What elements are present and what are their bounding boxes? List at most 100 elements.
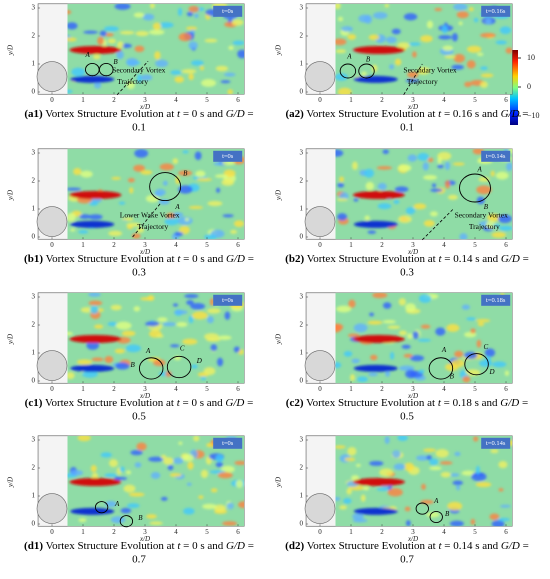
blob <box>129 187 134 194</box>
blob <box>418 369 425 374</box>
trajectory-label: Trajectory <box>469 222 500 231</box>
blob <box>115 362 130 370</box>
blob <box>499 26 512 35</box>
blob <box>429 458 439 466</box>
blob <box>426 455 432 460</box>
blob <box>67 22 78 30</box>
blob <box>369 312 375 317</box>
caption-part: = <box>248 540 254 552</box>
blob <box>88 292 101 297</box>
blob <box>210 488 218 493</box>
blob <box>407 154 418 162</box>
blob <box>140 297 154 301</box>
vorticity-field <box>335 3 513 95</box>
x-tick-label: 6 <box>236 528 240 536</box>
blob <box>392 450 401 459</box>
blob <box>401 344 411 349</box>
blob <box>495 40 508 45</box>
blob <box>80 307 94 313</box>
blob <box>335 496 341 501</box>
blob <box>116 50 124 60</box>
blob <box>403 462 415 472</box>
blob <box>497 517 511 522</box>
blob <box>464 81 472 88</box>
blob <box>88 214 103 220</box>
blob <box>114 476 128 481</box>
blob <box>164 217 180 226</box>
blob <box>431 183 437 188</box>
x-tick-label: 0 <box>318 241 322 249</box>
blob <box>368 34 380 41</box>
blob <box>476 196 485 205</box>
blob <box>202 503 217 510</box>
blob <box>223 72 236 77</box>
blob <box>423 175 438 180</box>
caption-part: G/D <box>226 253 245 265</box>
y-tick-label: 3 <box>32 4 36 12</box>
y-tick-label: 0 <box>300 377 304 385</box>
blob <box>136 227 145 233</box>
y-tick-label: 1 <box>32 60 36 68</box>
shear-blue <box>353 75 398 83</box>
vortex-circle <box>429 510 443 524</box>
caption-value: 0.5 <box>400 411 414 423</box>
blob <box>217 335 232 340</box>
x-axis-label: x/D <box>407 103 418 111</box>
vortex-letter: A <box>477 165 483 173</box>
x-tick-label: 6 <box>504 96 508 104</box>
blob <box>350 374 355 382</box>
time-label: t=0.14s <box>486 153 506 160</box>
y-tick-label: 1 <box>32 205 36 213</box>
blob <box>506 162 513 172</box>
y-tick-label: 3 <box>300 4 304 12</box>
colorbar-label: −10 <box>527 111 540 120</box>
shear-blue <box>70 364 115 372</box>
x-axis-label: x/D <box>139 392 150 400</box>
blob <box>444 161 450 171</box>
y-tick-label: 3 <box>32 149 36 157</box>
blob <box>337 87 352 95</box>
colorbar-label: 0 <box>527 82 531 91</box>
x-tick-label: 2 <box>380 385 384 393</box>
caption: (a2) Vortex Structure Evolution at t = 0… <box>285 108 528 120</box>
blob <box>453 53 465 63</box>
vortex-circle <box>94 501 109 514</box>
blob <box>169 472 182 477</box>
x-tick-label: 5 <box>473 241 477 249</box>
blob <box>420 35 433 43</box>
y-tick-label: 0 <box>32 88 36 96</box>
blob <box>217 472 233 479</box>
blob <box>114 3 131 10</box>
blob <box>384 3 390 8</box>
blob <box>108 230 123 237</box>
blob <box>412 331 419 339</box>
blob <box>480 66 488 71</box>
blob <box>67 212 76 222</box>
blob <box>491 520 505 527</box>
blob <box>368 372 379 377</box>
x-tick-label: 5 <box>473 528 477 536</box>
blob <box>365 181 375 191</box>
blob <box>162 180 168 186</box>
caption-part: = <box>247 397 253 409</box>
vorticity-field <box>335 292 513 384</box>
time-label: t=0.14s <box>486 440 506 447</box>
caption-part: = <box>248 253 254 265</box>
blob <box>145 194 160 203</box>
blob <box>157 317 168 322</box>
blob <box>133 12 145 18</box>
blob <box>405 369 417 379</box>
blob <box>215 462 224 468</box>
blob <box>499 504 511 508</box>
blob <box>178 185 193 194</box>
trajectory-label: Secondary Vortex <box>112 66 166 75</box>
y-axis-label: y/D <box>7 334 15 345</box>
blob <box>397 42 411 49</box>
blob <box>221 465 235 473</box>
blob <box>193 435 200 442</box>
caption-part: = 0.14 s and <box>444 253 498 265</box>
caption-part: = 0 s and <box>183 540 224 552</box>
blob <box>387 488 403 497</box>
blob <box>420 499 434 505</box>
